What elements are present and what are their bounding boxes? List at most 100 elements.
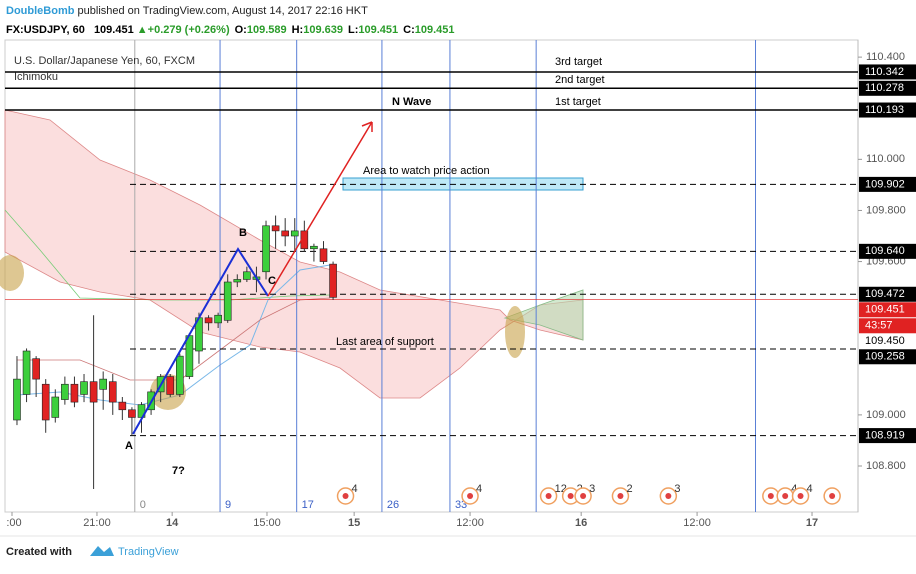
chart-title: U.S. Dollar/Japanese Yen, 60, FXCM — [14, 55, 195, 67]
event-count: 4 — [791, 483, 797, 495]
author[interactable]: DoubleBomb — [6, 5, 75, 17]
candle-body — [310, 245, 318, 250]
event-dot — [782, 493, 789, 499]
candle-body — [118, 401, 127, 411]
ohlc-value: 109.451 — [358, 24, 398, 36]
time-zone-label: 9 — [225, 499, 231, 511]
price-label-box — [859, 333, 916, 349]
x-tick-label: 15:00 — [253, 517, 281, 529]
price-label-box — [859, 80, 916, 96]
candle-body — [329, 263, 337, 298]
candle-body — [176, 355, 184, 395]
conversion-line — [16, 264, 331, 406]
brand-logo — [90, 546, 114, 556]
price-label: 110.278 — [865, 82, 904, 94]
price-label: 110.342 — [865, 66, 904, 78]
highlight — [505, 306, 525, 358]
y-tick-label: 110.000 — [866, 153, 905, 165]
area-label: Area to watch price action — [363, 165, 490, 177]
countdown-box — [859, 318, 916, 334]
indicator-name[interactable]: Ichimoku — [14, 71, 58, 83]
price-label-box — [859, 102, 916, 118]
candle-body — [80, 381, 88, 395]
candle-body — [22, 350, 31, 395]
candle-body — [61, 383, 69, 400]
price-label-box — [859, 176, 916, 192]
footer-created: Created with — [6, 546, 72, 558]
event-count: 3 — [674, 483, 680, 495]
footer-brand[interactable]: TradingView — [118, 546, 179, 558]
event-dot — [829, 493, 836, 499]
price-label: 109.451 — [865, 304, 905, 316]
price-label-box — [859, 428, 916, 444]
event-dot — [665, 493, 672, 499]
candle-body — [32, 358, 40, 380]
point-label: C — [268, 275, 276, 287]
change: +0.279 (+0.26%) — [148, 24, 230, 36]
candle-body — [243, 271, 251, 280]
x-tick-label: :00 — [6, 517, 21, 529]
countdown: 43:57 — [865, 320, 893, 332]
candle-body — [99, 378, 107, 390]
price-label: 109.640 — [865, 245, 905, 257]
candle-body — [185, 335, 194, 377]
price-label-box — [859, 302, 916, 318]
candle-body — [51, 396, 60, 418]
dynamic: 108.800109.000109.600109.800110.000110.4… — [5, 40, 916, 529]
arrow-head — [361, 121, 373, 132]
point-label: A — [125, 440, 133, 452]
price-label: 109.902 — [865, 178, 905, 190]
event-count: 2 — [626, 483, 632, 495]
x-tick-label: 16 — [575, 517, 587, 529]
price-label: 109.472 — [865, 288, 905, 300]
ohlc-key: O: — [235, 24, 247, 36]
lagging-span — [4, 209, 331, 301]
ohlc-key: H: — [292, 24, 304, 36]
ohlc-key: L: — [348, 24, 358, 36]
event-dot — [797, 493, 804, 499]
highlight — [0, 255, 24, 291]
price-label-box — [859, 64, 916, 80]
x-tick-label: 15 — [348, 517, 360, 529]
target-label: 1st target — [555, 96, 601, 108]
candle-body — [281, 230, 289, 237]
price-label-box — [859, 286, 916, 302]
x-tick-label: 14 — [166, 517, 179, 529]
candle-body — [319, 248, 328, 262]
event-dot — [467, 493, 474, 499]
base-line — [17, 297, 331, 381]
price-label-box — [859, 243, 916, 259]
projection-arrow — [267, 121, 373, 297]
wave-label: N Wave — [392, 96, 431, 108]
x-tick-label: 21:00 — [83, 517, 111, 529]
candle-body — [204, 317, 213, 324]
candle-body — [13, 378, 21, 421]
candle-body — [108, 381, 117, 403]
ohlc: O:109.589 H:109.639 L:109.451 C:109.451 — [235, 24, 455, 36]
candle-body — [128, 409, 136, 418]
event-dot — [580, 493, 587, 499]
y-tick-label: 108.800 — [866, 460, 906, 472]
n-wave — [132, 247, 269, 435]
point-label: B — [239, 227, 247, 239]
target-label: 3rd target — [555, 56, 602, 68]
event-dot — [545, 493, 552, 499]
event-count: 4 — [352, 483, 358, 495]
support-label: Last area of support — [336, 336, 434, 348]
time-zone-label: 0 — [140, 499, 146, 511]
last: 109.451 — [94, 24, 134, 36]
ichimoku-cloud-green — [503, 289, 584, 341]
candle-body — [233, 279, 242, 283]
price-label: 109.450 — [865, 335, 905, 347]
candle-body — [70, 383, 79, 403]
y-tick-label: 110.400 — [866, 51, 905, 63]
published: published on TradingView.com, August 14,… — [78, 5, 369, 17]
x-tick-label: 12:00 — [683, 517, 711, 529]
price-label: 109.258 — [865, 351, 905, 363]
event-dot — [767, 493, 774, 499]
x-tick-label: 12:00 — [456, 517, 484, 529]
ohlc-value: 109.639 — [303, 24, 343, 36]
event-count: 4 — [476, 483, 482, 495]
y-tick-label: 109.000 — [866, 409, 906, 421]
